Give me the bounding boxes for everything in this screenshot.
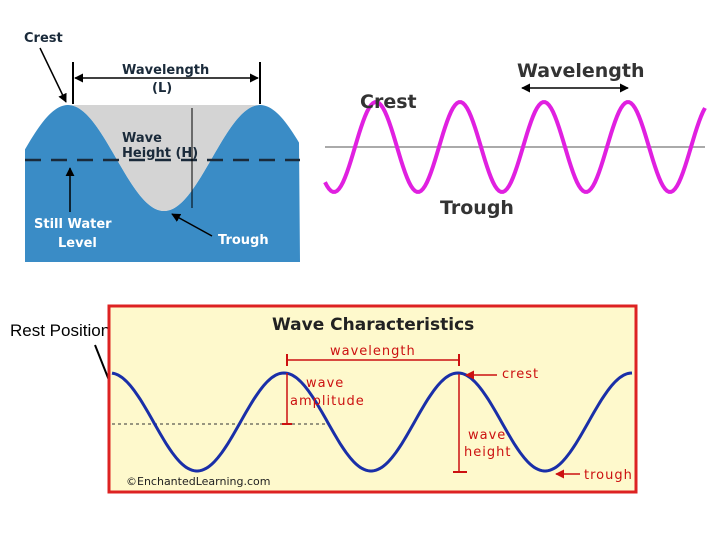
label: Height (H) [122,146,198,161]
label: amplitude [290,394,365,409]
label: Trough [218,233,269,248]
label: Crest [360,91,417,113]
label: Wavelength [122,63,209,78]
crest-arrow [39,47,67,103]
title: Wave Characteristics [272,315,474,335]
label: Wave [122,131,162,146]
label: crest [502,367,539,382]
label: Wavelength [517,60,645,82]
sine-diagram: Wavelength Crest Trough [323,60,707,219]
label: Crest [24,31,63,46]
label: trough [584,468,633,483]
sine-wave [323,100,707,194]
label: Trough [440,197,514,219]
frame [107,304,638,494]
label: (L) [152,81,172,96]
label: Level [58,236,97,251]
rest-position-label: Rest Position [10,321,110,340]
label: wave [306,376,344,391]
characteristics-diagram: Wave Characteristics wavelength wave amp… [107,304,638,494]
label: Still Water [34,217,112,232]
trough-arrow [171,213,213,237]
label: wave [468,428,506,443]
label: wavelength [330,344,416,359]
water-diagram: Crest Wavelength (L) Wave Height (H) Sti… [24,20,300,262]
wave-height-area [68,105,260,211]
wave [111,371,633,473]
credit: ©EnchantedLearning.com [126,475,270,488]
label: height [464,445,511,460]
water [25,105,300,262]
